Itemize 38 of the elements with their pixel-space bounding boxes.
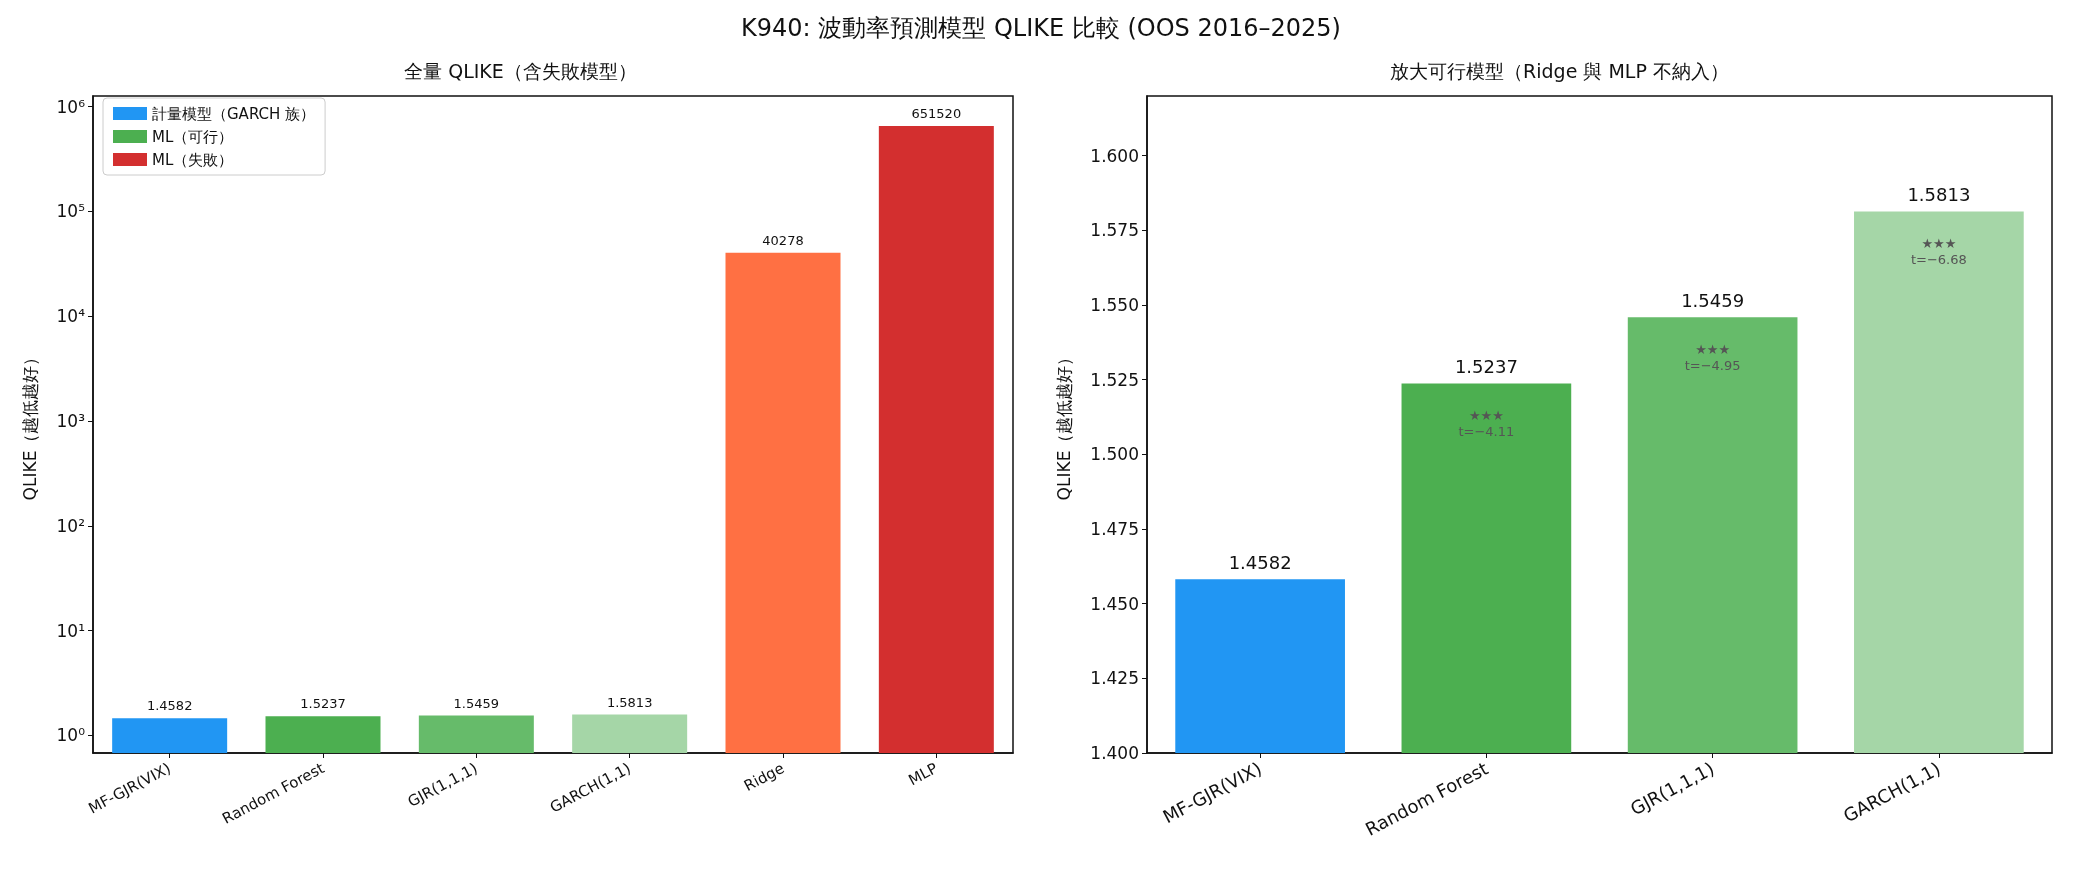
y-axis-title: QLIKE（越低越好）: [19, 348, 40, 501]
y-tick-label: 10⁶: [56, 96, 86, 117]
y-tick-label: 1.450: [1090, 593, 1139, 614]
annotation: ★★★ t=−4.95: [1684, 341, 1741, 373]
y-tick-label: 1.575: [1090, 220, 1139, 241]
y-tick-label: 10³: [56, 410, 85, 431]
y-tick-label: 1.525: [1090, 369, 1139, 390]
y-tick-label: 1.500: [1090, 444, 1139, 465]
data-label: 1.5237: [300, 696, 346, 712]
legend-label: ML（失敗）: [152, 150, 234, 169]
annotation: ★★★ t=−6.68: [1910, 236, 1967, 268]
legend-label: 計量模型（GARCH 族）: [152, 104, 316, 123]
data-label: 1.4582: [146, 698, 193, 714]
annotation: ★★★ t=−4.11: [1458, 408, 1515, 440]
y-tick-label: 10⁰: [56, 725, 86, 746]
data-label: 1.5813: [606, 694, 653, 710]
data-label: 1.5459: [453, 695, 500, 711]
text: K940: 波動率預測模型 QLIKE 比較 (OOS 2016–2025): [740, 13, 1342, 44]
y-tick-label: 1.550: [1090, 295, 1139, 316]
chart-title: 放大可行模型（Ridge 與 MLP 不納入）: [1390, 59, 1729, 82]
legend-label: ML（可行）: [152, 127, 234, 146]
data-label: 1.5813: [1907, 184, 1971, 206]
y-tick-label: 1.600: [1090, 145, 1139, 166]
data-label: 1.4582: [1228, 551, 1292, 573]
data-label: 1.5459: [1681, 289, 1745, 311]
y-tick-label: 1.425: [1090, 668, 1139, 689]
data-label: 40278: [762, 232, 804, 248]
y-tick-label: 10¹: [56, 620, 85, 641]
data-label: 1.5237: [1454, 356, 1518, 378]
y-tick-label: 1.475: [1090, 519, 1139, 540]
y-tick-label: 10⁴: [56, 306, 86, 327]
y-axis-title: QLIKE（越低越好）: [1053, 348, 1074, 501]
y-tick-label: 10⁵: [56, 201, 85, 222]
chart-title: 全量 QLIKE（含失敗模型）: [404, 59, 637, 82]
y-tick-label: 10²: [56, 515, 85, 536]
x-tick-label: MLP: [905, 759, 941, 790]
y-tick-label: 1.400: [1090, 743, 1139, 763]
data-label: 651520: [911, 106, 962, 122]
